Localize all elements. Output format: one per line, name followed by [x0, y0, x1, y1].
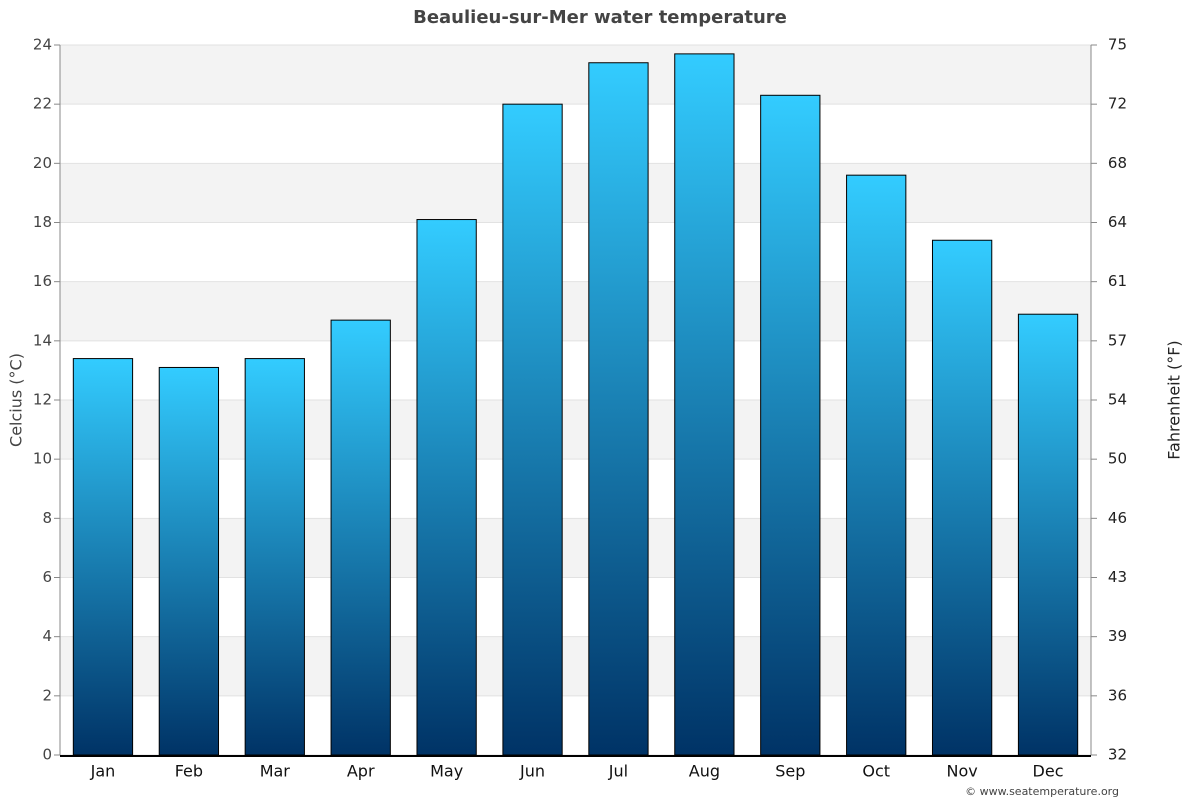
y2-axis-label: Fahrenheit (°F)	[1165, 340, 1184, 459]
y-tick-label: 14	[33, 331, 52, 349]
x-tick-label: Apr	[347, 762, 375, 781]
y2-tick-label: 68	[1108, 154, 1127, 172]
bar	[760, 94, 821, 756]
bar	[158, 366, 220, 756]
bar	[931, 239, 993, 756]
y2-tick-label: 54	[1108, 391, 1127, 409]
y-tick-label: 24	[33, 36, 52, 54]
bar	[674, 53, 735, 756]
y2-tick-label: 64	[1108, 213, 1127, 231]
y-tick-label: 22	[33, 95, 52, 113]
y2-tick-label: 50	[1108, 450, 1127, 468]
bar	[244, 358, 305, 756]
y-tick-label: 2	[42, 686, 52, 704]
y-tick-label: 8	[42, 509, 52, 527]
y-tick-label: 0	[42, 746, 52, 764]
x-tick-label: Oct	[862, 762, 890, 781]
y-tick-label: 18	[33, 213, 52, 231]
x-tick-label: Jan	[90, 762, 116, 781]
y-tick-label: 16	[33, 272, 52, 290]
x-tick-label: Mar	[260, 762, 291, 781]
x-tick-label: Dec	[1033, 762, 1064, 781]
x-tick-label: May	[430, 762, 463, 781]
x-tick-label: Sep	[775, 762, 805, 781]
bar	[1017, 313, 1079, 756]
y-tick-label: 20	[33, 154, 52, 172]
y2-tick-label: 61	[1108, 272, 1127, 290]
x-tick-label: Jun	[519, 762, 545, 781]
bar	[588, 62, 649, 756]
x-tick-label: Feb	[175, 762, 203, 781]
y2-tick-label: 75	[1108, 36, 1127, 54]
y2-tick-label: 39	[1108, 627, 1127, 645]
bar	[502, 103, 563, 756]
y-tick-label: 10	[33, 450, 52, 468]
y-axis-label: Celcius (°C)	[7, 353, 26, 447]
chart-title: Beaulieu-sur-Mer water temperature	[413, 7, 787, 28]
y2-tick-label: 72	[1108, 95, 1127, 113]
y2-tick-label: 43	[1108, 568, 1127, 586]
x-tick-label: Aug	[689, 762, 720, 781]
grid-band	[60, 281, 1091, 341]
grid-band	[60, 45, 1091, 105]
credit: © www.seatemperature.org	[965, 785, 1119, 798]
y-tick-label: 6	[42, 568, 52, 586]
bar	[846, 174, 907, 756]
x-tick-label: Nov	[947, 762, 978, 781]
grid-band	[60, 636, 1091, 696]
bar	[416, 219, 477, 756]
y2-tick-label: 46	[1108, 509, 1127, 527]
y2-tick-label: 32	[1108, 746, 1127, 764]
y-tick-label: 12	[33, 391, 52, 409]
bar	[330, 319, 391, 756]
x-tick-label: Jul	[608, 762, 628, 781]
grid-band	[60, 400, 1091, 460]
grid-band	[60, 163, 1091, 223]
y-tick-label: 4	[42, 627, 52, 645]
y2-tick-label: 57	[1108, 331, 1127, 349]
y2-tick-label: 36	[1108, 686, 1127, 704]
grid-band	[60, 518, 1091, 578]
bar	[72, 358, 134, 756]
